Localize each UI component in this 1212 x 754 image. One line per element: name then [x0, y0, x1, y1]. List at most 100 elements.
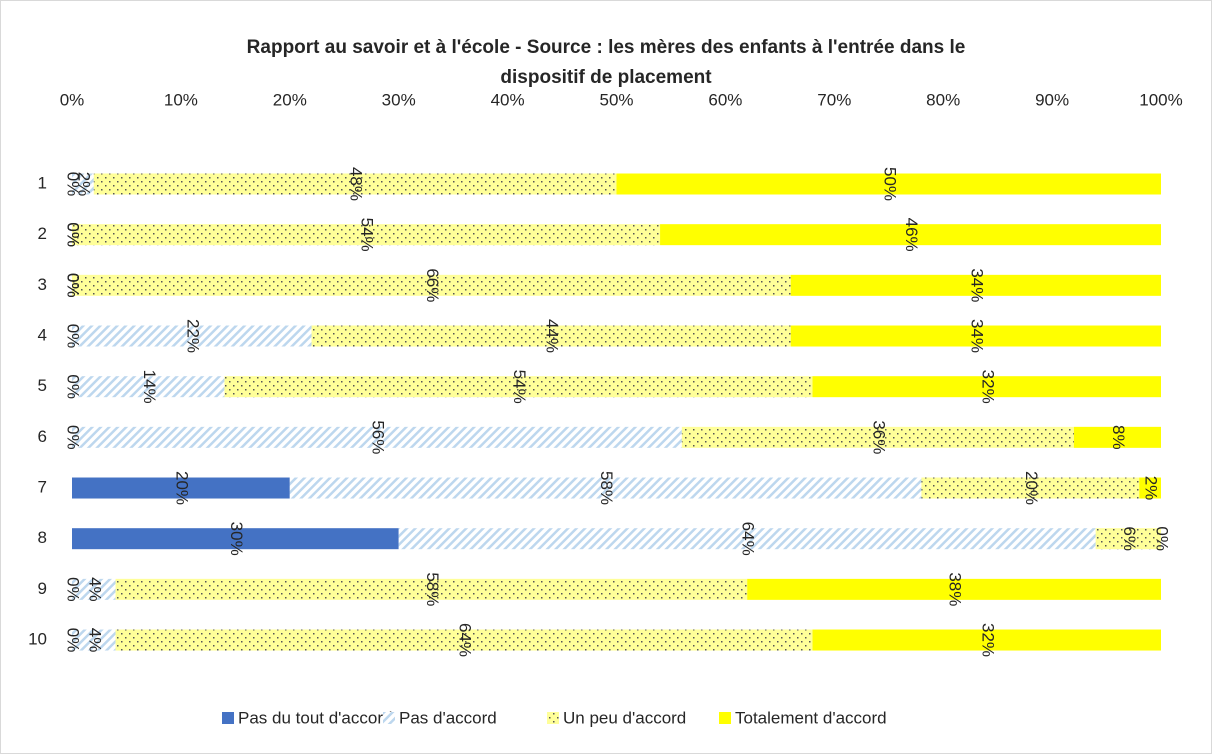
- data-label: 54%: [358, 218, 377, 252]
- bar-segment: [921, 477, 1140, 499]
- data-label: 0%: [64, 222, 83, 247]
- legend-label: Pas d'accord: [399, 708, 497, 727]
- bar-segment: [224, 376, 813, 398]
- data-label: 0%: [64, 324, 83, 349]
- data-label: 4%: [85, 577, 104, 602]
- bar-segment: [1095, 528, 1161, 550]
- y-tick-label: 6: [38, 427, 47, 446]
- x-tick-label: 60%: [708, 90, 742, 109]
- bar-segment: [72, 274, 791, 296]
- legend-swatch: [383, 712, 395, 724]
- data-label: 58%: [423, 572, 442, 606]
- y-tick-label: 4: [38, 325, 47, 344]
- y-tick-label: 9: [38, 579, 47, 598]
- bar-segment: [93, 173, 617, 195]
- bar-segment: [812, 376, 1161, 398]
- data-label: 0%: [64, 222, 83, 247]
- legend-swatch: [547, 712, 559, 724]
- y-tick-label: 7: [38, 478, 47, 497]
- data-label: 0%: [1153, 526, 1172, 551]
- data-label: 32%: [978, 370, 997, 404]
- data-label: 44%: [543, 319, 562, 353]
- bar-segment: [1139, 477, 1161, 499]
- data-label: 14%: [140, 370, 159, 404]
- data-label: 2%: [1142, 476, 1161, 501]
- x-tick-label: 30%: [382, 90, 416, 109]
- data-label: 38%: [946, 572, 965, 606]
- data-label: 20%: [172, 471, 191, 505]
- bar-segment: [72, 426, 682, 448]
- bar-segment: [115, 578, 748, 600]
- bar-segment: [115, 629, 813, 651]
- y-tick-label: 3: [38, 275, 47, 294]
- bar-segment: [1073, 426, 1161, 448]
- data-label: 34%: [967, 268, 986, 302]
- data-label: 66%: [423, 268, 442, 302]
- data-label: 2%: [74, 172, 93, 197]
- legend-swatch: [222, 712, 234, 724]
- bar-segment: [660, 224, 1161, 246]
- y-tick-label: 10: [28, 630, 47, 649]
- legend-label: Un peu d'accord: [563, 708, 686, 727]
- bar-segment: [72, 528, 399, 550]
- y-tick-label: 8: [38, 528, 47, 547]
- x-tick-label: 50%: [599, 90, 633, 109]
- data-label: 58%: [597, 471, 616, 505]
- data-label: 0%: [64, 273, 83, 298]
- data-label: 46%: [902, 218, 921, 252]
- bar-segment: [747, 578, 1161, 600]
- data-label: 0%: [64, 628, 83, 653]
- bar-segment: [398, 528, 1096, 550]
- data-label: 0%: [64, 172, 83, 197]
- x-tick-label: 0%: [60, 90, 85, 109]
- chart-title: Rapport au savoir et à l'école - Source …: [247, 37, 966, 88]
- bar-segment: [72, 477, 290, 499]
- x-tick-label: 10%: [164, 90, 198, 109]
- data-label: 64%: [456, 623, 475, 657]
- data-label: 0%: [64, 273, 83, 298]
- bar-segment: [72, 578, 116, 600]
- x-tick-label: 100%: [1139, 90, 1182, 109]
- data-label: 54%: [510, 370, 529, 404]
- data-label: 32%: [978, 623, 997, 657]
- bar-segment: [812, 629, 1161, 651]
- legend-label: Pas du tout d'accord: [238, 708, 392, 727]
- data-label: 8%: [1109, 425, 1128, 450]
- y-tick-label: 5: [38, 376, 47, 395]
- bar-segment: [311, 325, 791, 347]
- x-tick-label: 80%: [926, 90, 960, 109]
- bar-segment: [681, 426, 1074, 448]
- bar-segment: [289, 477, 922, 499]
- bar-segment: [790, 325, 1161, 347]
- legend-swatch: [719, 712, 731, 724]
- y-tick-label: 2: [38, 224, 47, 243]
- bar-segment: [72, 173, 94, 195]
- bar-segment: [616, 173, 1161, 195]
- x-tick-label: 90%: [1035, 90, 1069, 109]
- bar-segment: [72, 376, 225, 398]
- bar-segment: [72, 224, 661, 246]
- y-tick-label: 1: [38, 173, 47, 192]
- data-label: 64%: [739, 522, 758, 556]
- data-label: 50%: [880, 167, 899, 201]
- legend-label: Totalement d'accord: [735, 708, 887, 727]
- x-tick-label: 40%: [491, 90, 525, 109]
- data-label: 34%: [967, 319, 986, 353]
- data-label: 48%: [347, 167, 366, 201]
- data-label: 20%: [1022, 471, 1041, 505]
- data-label: 22%: [183, 319, 202, 353]
- x-tick-label: 20%: [273, 90, 307, 109]
- data-label: 0%: [64, 577, 83, 602]
- bar-segment: [72, 325, 312, 347]
- data-label: 0%: [64, 425, 83, 450]
- x-tick-label: 70%: [817, 90, 851, 109]
- data-label: 36%: [869, 420, 888, 454]
- bar-segment: [790, 274, 1161, 296]
- data-label: 0%: [64, 374, 83, 399]
- data-label: 30%: [227, 522, 246, 556]
- data-label: 56%: [368, 420, 387, 454]
- data-label: 4%: [85, 628, 104, 653]
- bar-segment: [72, 629, 116, 651]
- data-label: 6%: [1120, 526, 1139, 551]
